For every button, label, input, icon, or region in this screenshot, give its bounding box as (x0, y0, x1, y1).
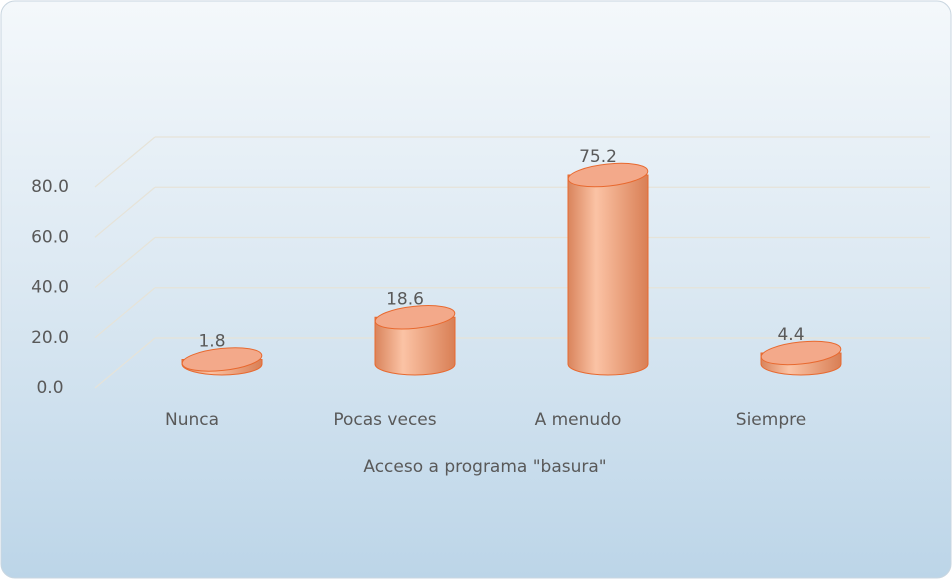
data-label: 18.6 (386, 289, 424, 309)
y-tick-label: 60.0 (31, 227, 69, 247)
x-tick-label: Pocas veces (333, 410, 436, 430)
cylinder (374, 316, 456, 376)
data-label: 75.2 (579, 147, 617, 167)
y-tick-label: 40.0 (31, 278, 69, 298)
cylinder-top (181, 347, 263, 372)
x-axis-title: Acceso a programa "basura" (363, 457, 606, 477)
y-tick-label: 80.0 (31, 177, 69, 197)
y-tick-label: 20.0 (31, 328, 69, 348)
cylinder-top (567, 162, 649, 188)
cylinder-top (374, 305, 456, 330)
cylinder (567, 174, 649, 376)
x-tick-label: A menudo (535, 410, 622, 430)
y-tick-label: 0.0 (36, 378, 63, 398)
grid-line-depth (94, 186, 156, 238)
grid-line-depth (94, 237, 156, 288)
grid-line-depth (94, 287, 156, 339)
data-label: 1.8 (198, 331, 225, 351)
x-tick-label: Siempre (736, 410, 806, 430)
grid-line-depth (94, 136, 156, 188)
grid-line-depth (94, 337, 156, 389)
cylinder-top (760, 340, 842, 366)
x-tick-label: Nunca (165, 410, 219, 430)
data-label: 4.4 (777, 325, 804, 345)
